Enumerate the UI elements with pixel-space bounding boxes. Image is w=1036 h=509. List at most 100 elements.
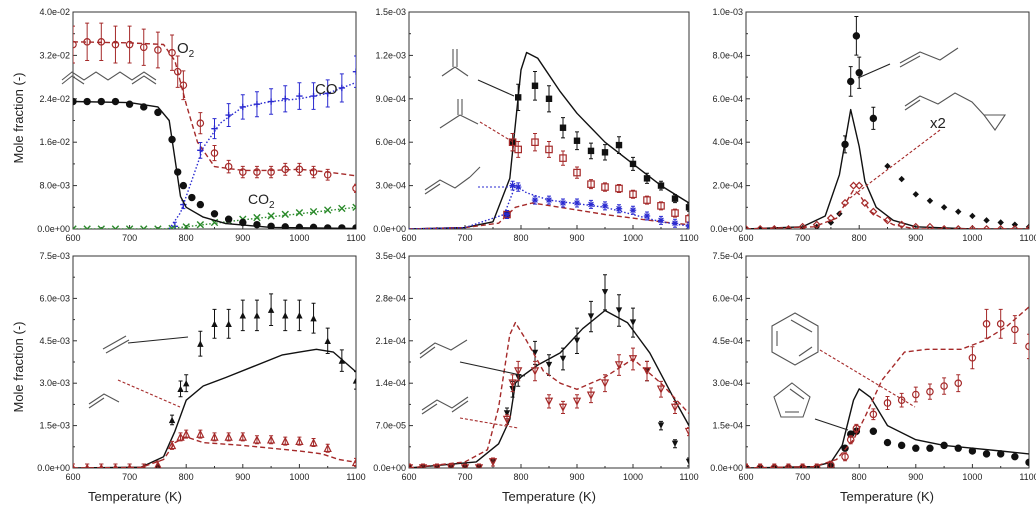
series-layer <box>73 22 356 229</box>
x-tick-label: 900 <box>235 233 250 243</box>
butene-structure-icon <box>419 339 526 377</box>
x-tick-label: 1000 <box>623 233 643 243</box>
data-point-o2 <box>73 40 77 49</box>
error-bar <box>240 165 245 179</box>
error-bar <box>575 166 579 179</box>
data-point-propene <box>224 432 233 441</box>
data-point-benzene <box>812 464 821 468</box>
data-point-benzene <box>883 399 892 407</box>
data-point-1-3-butadiene <box>684 427 689 437</box>
data-point-co2 <box>73 225 77 229</box>
data-point-acrolein <box>601 202 609 210</box>
data-point-cyclopentadiene <box>869 427 878 435</box>
data-point-o2 <box>239 168 247 176</box>
data-point-formaldehyde <box>587 147 595 155</box>
error-bar <box>956 374 961 393</box>
x-tick-label: 600 <box>65 233 80 243</box>
x-tick-label: 800 <box>179 233 194 243</box>
data-point-co <box>239 103 246 111</box>
error-bar <box>547 140 551 158</box>
data-point-cyclopentadiene <box>1011 452 1019 461</box>
data-point-o2 <box>173 67 182 76</box>
y-tick-label: 8.0e-04 <box>712 50 743 60</box>
data-point-acrolein <box>509 182 516 189</box>
data-point-co <box>352 68 356 75</box>
data-point-propene <box>167 440 177 450</box>
series-line-ethylene-model <box>73 348 356 468</box>
x-tick-label: 800 <box>852 472 867 482</box>
error-bar <box>998 308 1003 339</box>
epoxide-structure-icon <box>904 92 1007 131</box>
data-point-1-3-butadiene <box>508 379 517 388</box>
error-bar <box>141 28 146 66</box>
y-tick-label: 6.0e-04 <box>375 137 406 147</box>
error-bar <box>73 463 75 468</box>
data-point-epoxide <box>1025 223 1029 229</box>
data-point-propene <box>210 432 219 441</box>
data-point-co2 <box>154 225 162 229</box>
error-bar <box>510 374 515 393</box>
data-point-ethylene <box>225 320 232 328</box>
error-bar <box>354 183 356 193</box>
cyclopentadiene-structure-icon <box>773 382 849 431</box>
data-point-1-butene <box>503 410 511 417</box>
y-tick-label: 0.0e+00 <box>373 224 406 234</box>
series-line-benzene-model <box>746 306 1029 468</box>
error-bar <box>561 150 565 166</box>
y-tick-label: 3.0e-03 <box>39 378 70 388</box>
error-bar <box>645 360 649 382</box>
label-co2: CO2 <box>248 191 275 211</box>
x-tick-label: 700 <box>122 233 137 243</box>
y-tick-label: 3.2e-02 <box>39 50 70 60</box>
data-point-o2 <box>139 43 148 52</box>
data-point-fuel <box>111 97 120 106</box>
data-point-acrolein <box>587 201 595 208</box>
data-point-co2 <box>281 210 289 219</box>
data-point-epoxide <box>827 219 835 226</box>
data-point-epoxide <box>940 204 948 211</box>
y-tick-label: 1.0e-03 <box>712 7 743 17</box>
y-tick-label: 4.5e-04 <box>712 336 743 346</box>
error-bar <box>984 308 989 339</box>
x-tick-label: 1100 <box>679 472 698 482</box>
data-point-1-3-butadiene <box>670 403 680 412</box>
error-bar <box>1012 315 1017 344</box>
y-tick-label: 4.5e-03 <box>39 336 70 346</box>
x-tick-label: 1100 <box>679 233 698 243</box>
data-point-o2 <box>154 46 162 54</box>
data-point-x2-species <box>1024 224 1029 229</box>
data-point-cyclopentadiene <box>1025 458 1029 467</box>
data-point-propene <box>309 438 318 447</box>
data-point-co2 <box>253 213 261 222</box>
error-bar <box>510 133 515 152</box>
acetaldehyde-structure-icon <box>439 99 479 129</box>
error-bar <box>913 386 918 403</box>
y-tick-label: 1.2e-03 <box>375 50 406 60</box>
data-point-formaldehyde <box>671 195 679 202</box>
error-bar <box>746 463 748 468</box>
x-tick-label: 1100 <box>1019 233 1036 243</box>
acetaldehyde-leader <box>479 121 514 143</box>
data-point-o2 <box>267 168 275 176</box>
data-point-acrolein <box>503 211 511 218</box>
data-point-co2 <box>83 225 91 229</box>
x-tick-label: 700 <box>457 233 472 243</box>
chart-panel-3: 600 700 800 900 1000 1100 0.0e+00 2.0e-04 4.0e-0… <box>710 7 1036 243</box>
y-tick-label: 7.5e-03 <box>39 251 70 261</box>
x-axis-label-left: Temperature (K) <box>88 489 182 504</box>
x-tick-label: 900 <box>908 472 923 482</box>
x-tick-label: 900 <box>569 472 584 482</box>
x-tick-label: 800 <box>513 233 528 243</box>
x-tick-label: 700 <box>795 472 810 482</box>
data-point-epoxide <box>1011 221 1019 228</box>
series-line-1-3-butadiene-model <box>409 321 689 468</box>
series-line-fuel-model <box>73 100 356 229</box>
data-point-1-butene <box>545 361 553 369</box>
data-point-1-3-butadiene <box>600 379 610 388</box>
x-tick-label: 1100 <box>1019 472 1036 482</box>
data-point-1-3-butadiene <box>656 385 666 394</box>
error-bar <box>226 159 231 174</box>
series-line-1-butene-model <box>409 309 689 468</box>
data-point-acrolein <box>643 212 651 220</box>
data-point-ethylene <box>168 416 176 424</box>
